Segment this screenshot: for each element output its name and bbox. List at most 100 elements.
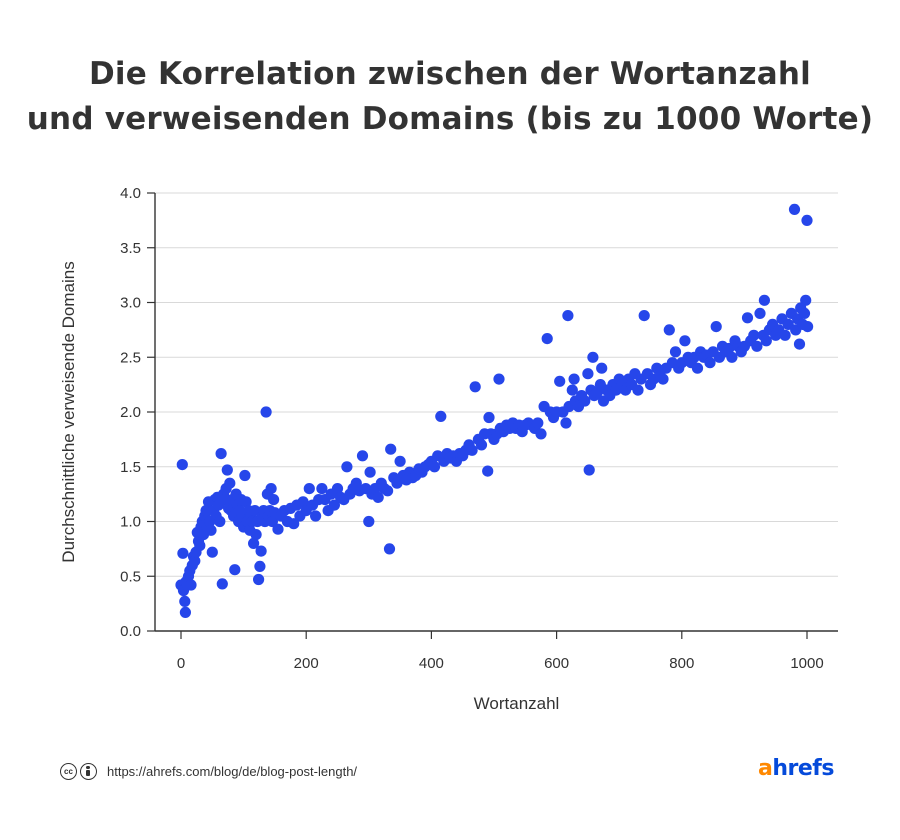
data-point bbox=[240, 496, 252, 508]
axes bbox=[147, 192, 838, 639]
data-point bbox=[669, 346, 682, 358]
x-tick-label: 1000 bbox=[790, 655, 823, 672]
data-point bbox=[704, 357, 716, 369]
data-point bbox=[493, 373, 505, 385]
data-point bbox=[255, 545, 267, 557]
data-point bbox=[356, 450, 369, 462]
data-points bbox=[175, 203, 814, 619]
data-point bbox=[554, 375, 566, 387]
cc-icon: cc bbox=[60, 762, 77, 780]
data-point bbox=[185, 579, 197, 591]
data-point bbox=[363, 515, 375, 528]
x-tick-label: 0 bbox=[177, 655, 185, 672]
data-point bbox=[596, 362, 608, 374]
data-point bbox=[469, 381, 481, 393]
data-point bbox=[303, 483, 315, 495]
data-point bbox=[224, 477, 236, 489]
data-point bbox=[560, 417, 572, 429]
data-point bbox=[582, 368, 594, 380]
data-point bbox=[760, 335, 772, 347]
data-point bbox=[253, 573, 265, 586]
y-tick-label: 0.5 bbox=[120, 568, 141, 585]
data-point bbox=[801, 214, 813, 226]
data-point bbox=[254, 560, 266, 573]
y-tick-label: 3.5 bbox=[120, 240, 141, 257]
data-point bbox=[260, 406, 272, 418]
data-point bbox=[691, 362, 704, 374]
data-point bbox=[328, 499, 340, 511]
data-point bbox=[331, 483, 344, 495]
data-point bbox=[758, 294, 771, 306]
data-point bbox=[214, 515, 226, 528]
data-point bbox=[383, 543, 396, 555]
data-point bbox=[394, 455, 406, 467]
data-point bbox=[272, 523, 284, 535]
data-point bbox=[754, 307, 766, 319]
y-tick-label: 1.0 bbox=[120, 514, 141, 531]
data-point bbox=[364, 466, 376, 478]
data-point bbox=[726, 351, 738, 363]
x-tick-label: 600 bbox=[544, 655, 569, 672]
data-point bbox=[385, 443, 397, 455]
data-point bbox=[483, 411, 495, 424]
data-point bbox=[179, 606, 191, 619]
data-point bbox=[583, 464, 595, 476]
data-point bbox=[800, 294, 812, 306]
data-point bbox=[216, 578, 228, 590]
y-tick-label: 2.0 bbox=[120, 404, 141, 421]
data-point bbox=[741, 312, 754, 324]
data-point bbox=[268, 494, 280, 506]
data-point bbox=[663, 324, 675, 336]
data-point bbox=[288, 518, 300, 530]
chart-title-line-2: und verweisenden Domains (bis zu 1000 Wo… bbox=[26, 101, 874, 137]
y-tick-label: 0.0 bbox=[120, 623, 141, 640]
data-point bbox=[265, 483, 277, 495]
data-point bbox=[248, 537, 260, 550]
data-point bbox=[382, 485, 394, 497]
data-point bbox=[372, 491, 384, 503]
data-point bbox=[189, 555, 201, 567]
data-point bbox=[748, 329, 760, 341]
data-point bbox=[205, 524, 217, 536]
y-tick-label: 1.5 bbox=[120, 459, 141, 476]
y-tick-label: 4.0 bbox=[120, 185, 141, 202]
data-point bbox=[532, 417, 544, 429]
data-point bbox=[435, 410, 447, 422]
data-point bbox=[229, 564, 241, 576]
data-point bbox=[793, 338, 806, 350]
data-point bbox=[266, 515, 278, 528]
data-point bbox=[679, 335, 691, 347]
data-point bbox=[535, 428, 547, 440]
data-point bbox=[779, 329, 791, 341]
data-point bbox=[194, 540, 206, 552]
data-point bbox=[206, 546, 218, 558]
chart-title-line-1: Die Korrelation zwischen der Wortanzahl bbox=[88, 56, 812, 92]
axis-labels: 0.0 0.5 1.0 1.5 2.0 2.5 3.0 3.5 4.0 0 200 400 600 800… bbox=[59, 185, 824, 713]
data-point bbox=[482, 465, 494, 477]
data-point bbox=[562, 310, 574, 322]
data-point bbox=[587, 351, 599, 363]
data-point bbox=[310, 510, 322, 522]
data-point bbox=[657, 373, 669, 385]
data-point bbox=[391, 477, 403, 489]
by-icon bbox=[80, 762, 97, 780]
data-point bbox=[723, 342, 735, 355]
data-point bbox=[176, 459, 188, 471]
data-point bbox=[215, 448, 227, 460]
data-point bbox=[802, 321, 814, 333]
footer: cc https://ahrefs.com/blog/de/blog-post-… bbox=[60, 760, 357, 782]
data-point bbox=[239, 469, 251, 482]
y-axis-label: Durchschnittliche verweisende Domains bbox=[59, 261, 78, 562]
y-tick-label: 3.0 bbox=[120, 295, 141, 312]
data-point bbox=[632, 384, 644, 396]
data-point bbox=[751, 340, 763, 352]
data-point bbox=[250, 529, 262, 541]
data-point bbox=[638, 310, 650, 322]
data-point bbox=[788, 203, 801, 215]
data-point bbox=[579, 395, 591, 407]
x-tick-label: 200 bbox=[294, 655, 319, 672]
ahrefs-logo: ahrefs bbox=[758, 756, 834, 781]
source-url[interactable]: https://ahrefs.com/blog/de/blog-post-len… bbox=[107, 763, 358, 779]
data-point bbox=[428, 461, 441, 473]
